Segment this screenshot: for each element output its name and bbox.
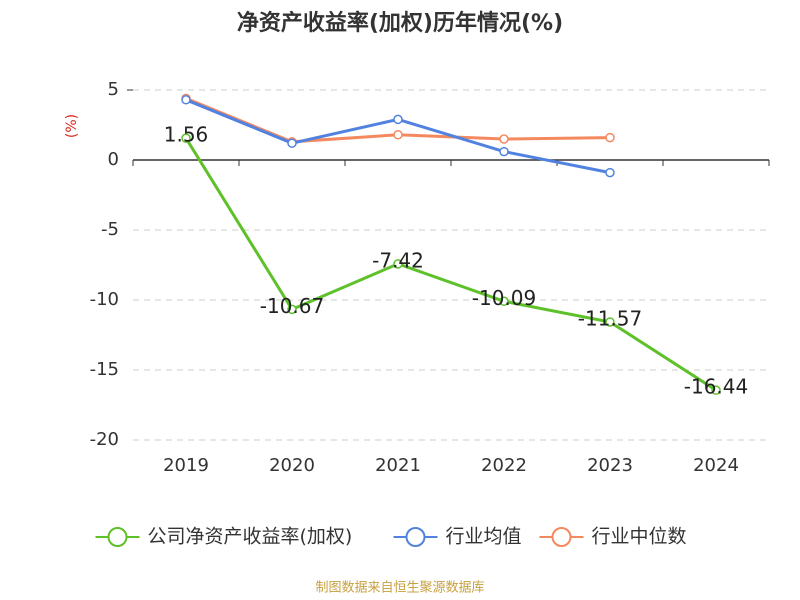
y-tick-label: -10 — [90, 289, 119, 310]
data-point — [181, 95, 191, 105]
x-tick-label: 2021 — [375, 455, 421, 476]
data-point — [605, 132, 615, 143]
x-tick-label: 2022 — [481, 455, 527, 476]
legend-label: 行业均值 — [446, 526, 522, 548]
data-label: -11.57 — [578, 306, 642, 330]
data-point — [499, 146, 509, 157]
data-point — [287, 304, 297, 315]
y-tick-label: 0 — [108, 149, 119, 170]
data-point — [393, 130, 403, 140]
y-tick-label: -15 — [90, 359, 119, 380]
data-point — [393, 259, 403, 269]
legend-label: 公司净资产收益率(加权) — [148, 526, 353, 548]
data-point — [393, 114, 403, 125]
legend-label: 行业中位数 — [592, 526, 687, 548]
data-label: 1.56 — [164, 123, 209, 147]
series-line — [184, 137, 717, 392]
x-tick-label: 2019 — [163, 455, 209, 476]
data-point — [605, 317, 615, 327]
data-point — [605, 167, 615, 178]
x-tick-label: 2024 — [693, 455, 739, 476]
data-label: -10.67 — [260, 294, 324, 318]
y-tick-label: 5 — [108, 79, 119, 100]
data-point — [287, 138, 297, 148]
x-tick-label: 2020 — [269, 455, 315, 476]
data-point — [499, 134, 509, 144]
y-tick-label: -5 — [101, 219, 119, 240]
chart-title: 净资产收益率(加权)历年情况(%) — [237, 10, 563, 36]
y-tick-label: -20 — [90, 429, 119, 450]
legend-marker — [107, 527, 128, 547]
y-axis-label: (%) — [64, 114, 80, 138]
data-label: -7.42 — [372, 248, 424, 272]
data-point — [711, 385, 721, 395]
data-label: -10.09 — [472, 286, 536, 310]
data-point — [181, 133, 191, 143]
data-point — [499, 296, 509, 307]
data-label: -16.44 — [684, 375, 748, 399]
legend-marker — [551, 527, 572, 547]
legend-marker — [405, 527, 426, 547]
source-note: 制图数据来自恒生聚源数据库 — [315, 580, 484, 596]
x-tick-label: 2023 — [587, 455, 633, 476]
